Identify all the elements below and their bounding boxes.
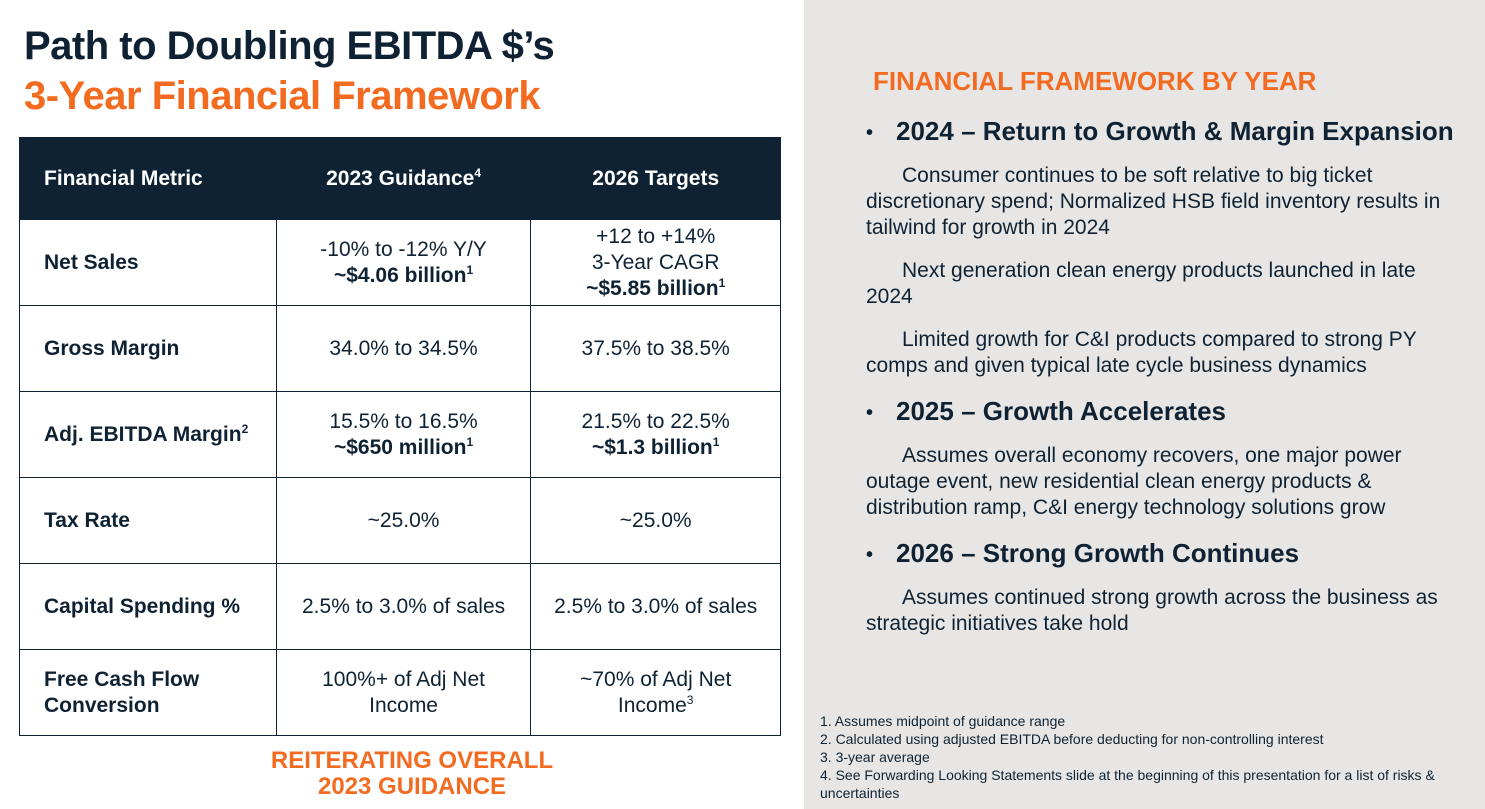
cell-tax-rate-target: ~25.0%: [530, 477, 781, 564]
table-row-fcf-conversion: Free Cash Flow Conversion 100%+ of Adj N…: [19, 649, 781, 736]
framework-heading: FINANCIAL FRAMEWORK BY YEAR: [873, 66, 1317, 96]
cell-capital-spending-target: 2.5% to 3.0% of sales: [530, 563, 781, 650]
right-panel: [804, 0, 1485, 809]
cell-capital-spending-guidance: 2.5% to 3.0% of sales: [275, 563, 532, 650]
reiterate-guidance-callout: REITERATING OVERALL 2023 GUIDANCE: [270, 747, 554, 800]
cell-fcf-target: ~70% of Adj Net Income3: [530, 649, 781, 736]
cell-fcf-guidance: 100%+ of Adj Net Income: [275, 649, 532, 736]
footnote-4: 4. See Forwarding Looking Statements sli…: [820, 767, 1435, 801]
metric-tax-rate: Tax Rate: [19, 477, 277, 564]
financial-metrics-table: Financial Metric 2023 Guidance4 2026 Tar…: [19, 137, 781, 736]
bullet-icon: •: [866, 121, 874, 144]
year-2024-paragraph-1: Consumer continues to be soft relative t…: [866, 164, 1441, 239]
footnotes-list: 1. Assumes midpoint of guidance range 2.…: [820, 712, 1470, 802]
table-row-tax-rate: Tax Rate ~25.0% ~25.0%: [19, 477, 781, 564]
cell-adj-ebitda-target: 21.5% to 22.5% ~$1.3 billion1: [530, 391, 781, 478]
bullet-icon: •: [866, 543, 874, 566]
header-2026-targets: 2026 Targets: [530, 137, 781, 220]
footnote-2: 2. Calculated using adjusted EBITDA befo…: [820, 731, 1324, 747]
year-2024-paragraph-2: Next generation clean energy products la…: [866, 259, 1416, 308]
header-2023-guidance: 2023 Guidance4: [275, 137, 532, 220]
year-2026-heading: • 2026 – Strong Growth Continues: [866, 538, 1300, 568]
footnote-ref: 4: [474, 165, 482, 180]
metric-capital-spending: Capital Spending %: [19, 563, 277, 650]
footnote-3: 3. 3-year average: [820, 749, 930, 765]
table-row-gross-margin: Gross Margin 34.0% to 34.5% 37.5% to 38.…: [19, 305, 781, 392]
bullet-icon: •: [866, 401, 874, 424]
page-subtitle: 3-Year Financial Framework: [24, 74, 541, 118]
cell-gross-margin-target: 37.5% to 38.5%: [530, 305, 781, 392]
year-2024-paragraph-3: Limited growth for C&I products compared…: [866, 328, 1417, 377]
cell-net-sales-guidance: -10% to -12% Y/Y ~$4.06 billion1: [275, 219, 532, 306]
table-header-row: Financial Metric 2023 Guidance4 2026 Tar…: [19, 137, 781, 220]
cell-net-sales-target: +12 to +14% 3-Year CAGR ~$5.85 billion1: [530, 219, 781, 306]
header-financial-metric: Financial Metric: [19, 137, 277, 220]
year-2024-heading: • 2024 – Return to Growth & Margin Expans…: [866, 116, 1454, 146]
metric-gross-margin: Gross Margin: [19, 305, 277, 392]
page-title: Path to Doubling EBITDA $’s: [24, 24, 555, 68]
year-2026-paragraph-1: Assumes continued strong growth across t…: [866, 586, 1438, 635]
metric-net-sales: Net Sales: [19, 219, 277, 306]
year-2025-heading: • 2025 – Growth Accelerates: [866, 396, 1226, 426]
table-row-net-sales: Net Sales -10% to -12% Y/Y ~$4.06 billio…: [19, 219, 781, 306]
cell-adj-ebitda-guidance: 15.5% to 16.5% ~$650 million1: [275, 391, 532, 478]
table-row-capital-spending: Capital Spending % 2.5% to 3.0% of sales…: [19, 563, 781, 650]
cell-gross-margin-guidance: 34.0% to 34.5%: [275, 305, 532, 392]
cell-tax-rate-guidance: ~25.0%: [275, 477, 532, 564]
table-row-adj-ebitda: Adj. EBITDA Margin2 15.5% to 16.5% ~$650…: [19, 391, 781, 478]
metric-fcf-conversion: Free Cash Flow Conversion: [19, 649, 277, 736]
year-2025-paragraph-1: Assumes overall economy recovers, one ma…: [866, 444, 1402, 519]
footnote-1: 1. Assumes midpoint of guidance range: [820, 713, 1066, 729]
metric-adj-ebitda-margin: Adj. EBITDA Margin2: [19, 391, 277, 478]
